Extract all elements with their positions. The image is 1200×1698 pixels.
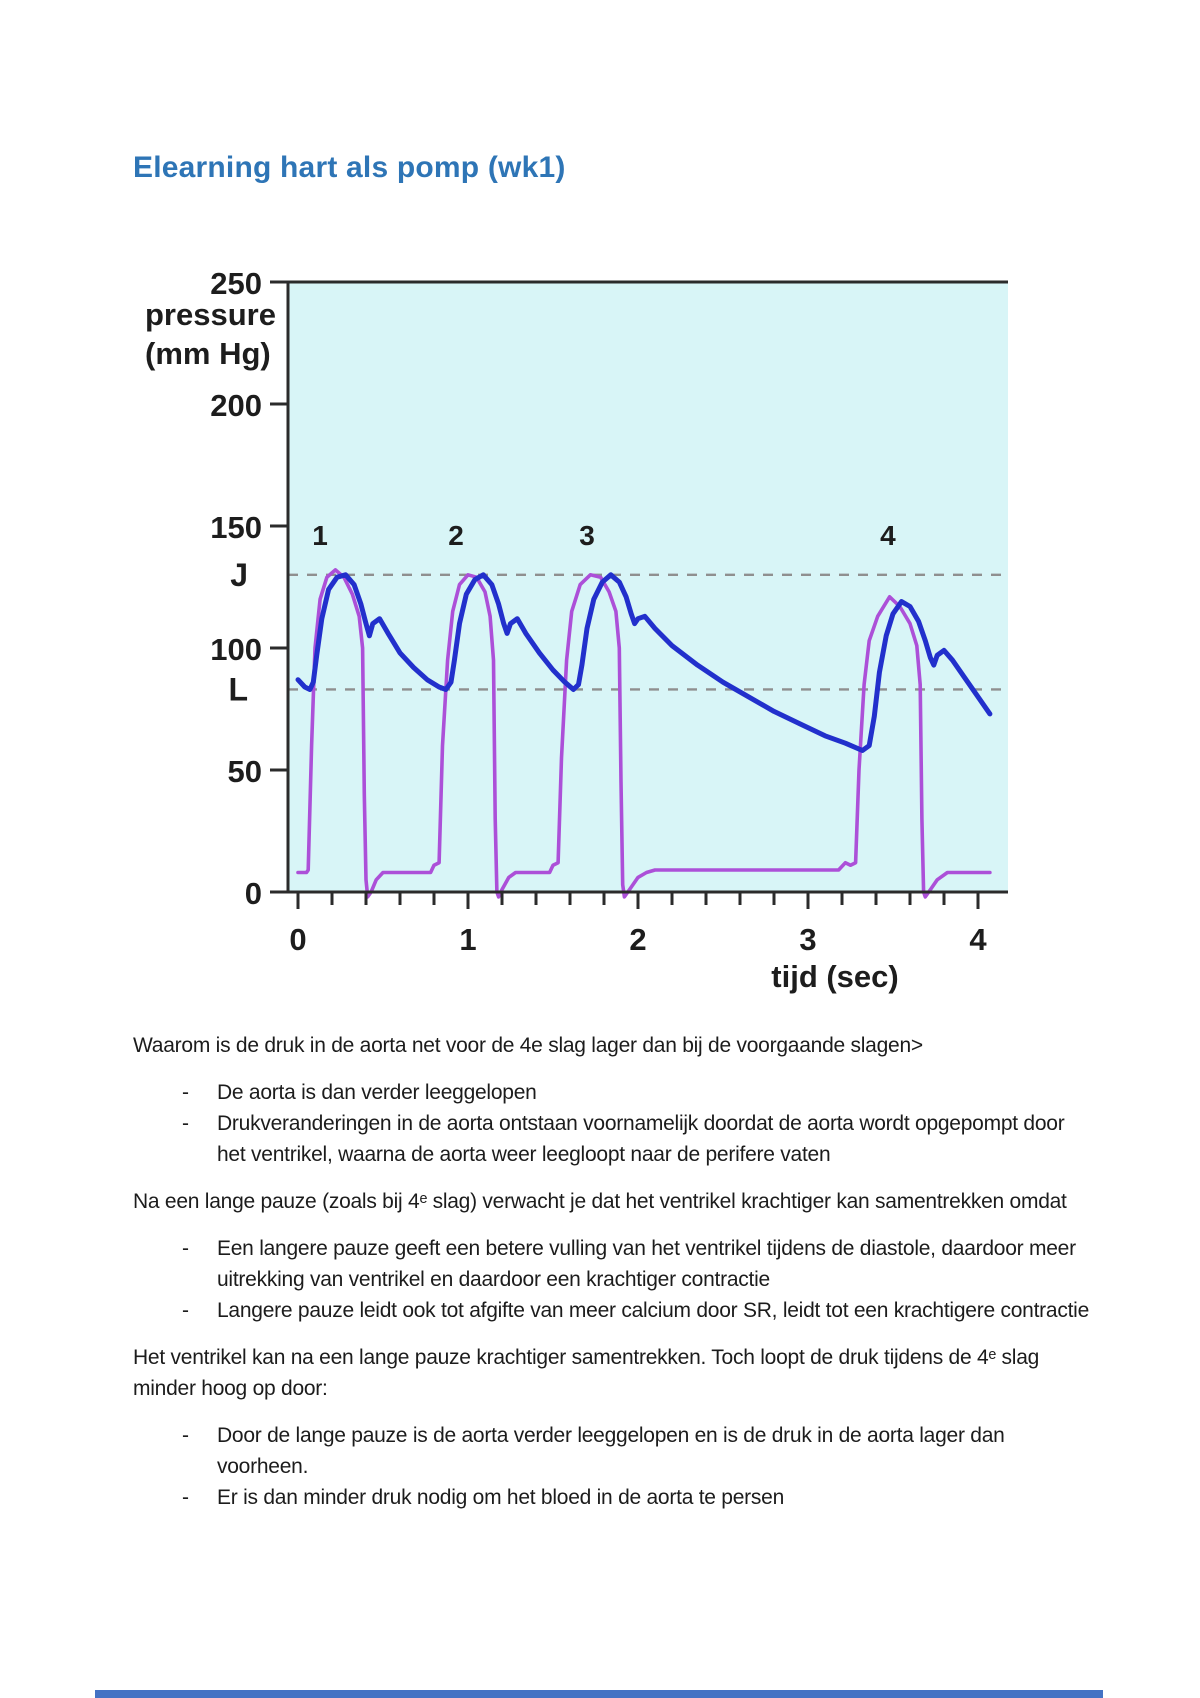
y-tick-label: 150 [210, 510, 262, 545]
y-tick-label: 250 [210, 266, 262, 301]
bullet-text: Er is dan minder druk nodig om het bloed… [217, 1486, 785, 1509]
reference-label-L: L [228, 671, 248, 707]
bullet-item: - Door de lange pauze is de aorta verder … [133, 1420, 1093, 1482]
ventricular-pressure-curve [296, 568, 992, 899]
content: Waarom is de druk in de aorta net voor d… [133, 1030, 1093, 1529]
pressure-curves [295, 568, 993, 899]
beat-label-3: 3 [579, 520, 595, 551]
y-tick-label: 200 [210, 388, 262, 423]
y-tick-label: 0 [245, 876, 262, 911]
plot-background [288, 282, 1008, 892]
x-tick-label: 0 [289, 922, 306, 957]
x-tick-label: 2 [629, 922, 646, 957]
axis-titles: pressure (mm Hg) tijd (sec) [145, 297, 899, 994]
bullet-text: Drukveranderingen in de aorta ontstaan v… [217, 1112, 1065, 1166]
paragraph: Waarom is de druk in de aorta net voor d… [133, 1034, 923, 1057]
bullet-text: Langere pauze leidt ook tot afgifte van … [217, 1299, 1089, 1322]
bullet-dash: - [182, 1237, 189, 1260]
y-ticks: 0 50 100 150 200 250 [210, 266, 288, 911]
x-tick-label: 1 [459, 922, 476, 957]
bullet-list: - Een langere pauze geeft een betere vull… [133, 1233, 1093, 1326]
x-ticks: 0 1 2 3 4 [289, 892, 987, 957]
bullet-dash: - [182, 1299, 189, 1322]
paragraph: Het ventrikel kan na een lange pauze kra… [133, 1346, 1040, 1400]
y-tick-label: 100 [210, 632, 262, 667]
beat-label-4: 4 [880, 520, 896, 551]
paragraph: Na een lange pauze (zoals bij 4ᵉ slag) v… [133, 1190, 1067, 1213]
bottom-blue-bar [95, 1690, 1103, 1698]
bullet-dash: - [182, 1081, 189, 1104]
axis-frame [286, 280, 1008, 894]
y-axis-title-line1: pressure [145, 297, 276, 332]
bullet-list: - De aorta is dan verder leeggelopen - Druk… [133, 1077, 1093, 1170]
y-tick-label: 50 [228, 754, 262, 789]
x-tick-label: 3 [799, 922, 816, 957]
beat-label-1: 1 [312, 520, 328, 551]
bullet-item: - Er is dan minder druk nodig om het bloe… [133, 1482, 1093, 1513]
x-tick-label: 4 [969, 922, 987, 957]
y-axis-title-line2: (mm Hg) [145, 336, 271, 371]
x-axis-title: tijd (sec) [771, 959, 898, 994]
bullet-dash: - [182, 1112, 189, 1135]
bullet-text: Door de lange pauze is de aorta verder l… [217, 1424, 1005, 1478]
reference-label-J: J [230, 557, 248, 593]
bullet-item: - De aorta is dan verder leeggelopen [133, 1077, 1093, 1108]
bullet-list: - Door de lange pauze is de aorta verder … [133, 1420, 1093, 1513]
figure-pressure-chart: J L 0 50 100 150 200 250 0 1 2 3 4 1 2 3 4 pressure (mm Hg… [130, 250, 1030, 1000]
bullet-text: De aorta is dan verder leeggelopen [217, 1081, 537, 1104]
aortic-pressure-curve [295, 572, 993, 753]
bullet-item: - Drukveranderingen in de aorta ontstaan … [133, 1108, 1093, 1170]
bullet-dash: - [182, 1424, 189, 1447]
bullet-item: - Een langere pauze geeft een betere vull… [133, 1233, 1093, 1295]
bullet-dash: - [182, 1486, 189, 1509]
page-title: Elearning hart als pomp (wk1) [133, 151, 566, 184]
reference-lines: JL [228, 557, 1008, 707]
bullet-item: - Langere pauze leidt ook tot afgifte van… [133, 1295, 1093, 1326]
beat-number-labels: 1 2 3 4 [312, 520, 896, 551]
bullet-text: Een langere pauze geeft een betere vulli… [217, 1237, 1076, 1291]
beat-label-2: 2 [448, 520, 464, 551]
